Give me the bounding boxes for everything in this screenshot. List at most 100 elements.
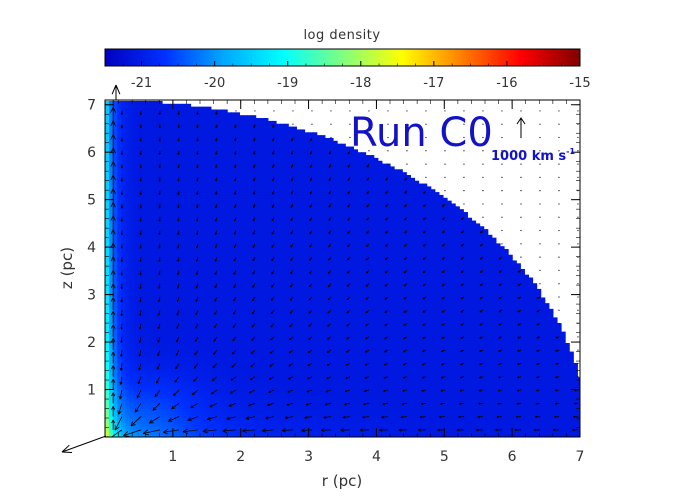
density-cell: [170, 223, 175, 227]
density-cell: [267, 174, 273, 179]
density-cell: [125, 143, 131, 148]
density-cell: [186, 391, 192, 395]
density-cell: [251, 180, 257, 185]
density-cell: [162, 317, 167, 321]
density-cell: [133, 163, 139, 168]
density-cell: [202, 380, 208, 384]
density-cell: [113, 362, 118, 367]
density-cell: [271, 334, 277, 338]
density-cell: [223, 192, 228, 196]
density-cell: [186, 297, 192, 301]
density-cell: [174, 331, 179, 336]
density-cell: [166, 294, 171, 299]
density-cell: [271, 155, 277, 159]
density-cell: [141, 314, 147, 318]
density-cell: [214, 360, 220, 364]
density-cell: [117, 226, 122, 230]
density-cell: [259, 160, 265, 165]
density-cell: [214, 152, 220, 156]
density-cell: [153, 351, 159, 356]
density-cell: [113, 271, 118, 276]
density-cell: [186, 286, 192, 290]
density-cell: [186, 123, 192, 128]
density-cell: [202, 135, 208, 139]
density-cell: [219, 422, 224, 427]
density-cell: [153, 169, 159, 173]
density-cell: [133, 408, 139, 412]
density-cell: [276, 397, 281, 401]
density-cell: [219, 251, 224, 256]
density-cell: [166, 126, 171, 131]
density-cell: [129, 371, 135, 375]
density-cell: [105, 214, 110, 219]
density-cell: [214, 388, 220, 393]
density-cell: [141, 231, 147, 236]
density-cell: [247, 149, 253, 153]
density-cell: [202, 268, 208, 273]
density-cell: [227, 362, 232, 367]
density-cell: [182, 106, 188, 111]
density-cell: [206, 362, 212, 367]
density-cell: [267, 146, 273, 150]
density-cell: [239, 374, 245, 378]
density-cell: [202, 388, 208, 393]
density-cell: [194, 305, 200, 310]
density-cell: [137, 118, 143, 122]
density-cell: [190, 157, 196, 162]
density-cell: [194, 126, 200, 131]
density-cell: [239, 155, 245, 159]
density-cell: [227, 291, 232, 296]
density-cell: [227, 411, 232, 415]
density-cell: [182, 152, 188, 156]
density-cell: [153, 106, 159, 111]
density-cell: [157, 143, 163, 148]
density-cell: [137, 368, 143, 373]
density-cell: [105, 268, 110, 273]
density-cell: [133, 177, 139, 182]
density-cell: [125, 419, 131, 424]
density-cell: [255, 174, 261, 179]
density-cell: [113, 280, 118, 284]
density-cell: [190, 431, 196, 435]
density-cell: [182, 300, 188, 304]
density-cell: [231, 397, 236, 401]
density-cell: [145, 126, 151, 131]
density-cell: [214, 286, 220, 290]
density-cell: [202, 283, 208, 287]
density-cell: [206, 331, 212, 336]
density-cell: [259, 340, 265, 344]
density-cell: [190, 331, 196, 336]
density-cell: [194, 214, 200, 219]
density-cell: [198, 112, 204, 116]
density-cell: [125, 334, 131, 338]
density-cell: [153, 340, 159, 344]
density-cell: [141, 311, 147, 316]
density-cell: [113, 391, 118, 395]
density-cell: [276, 277, 281, 281]
density-cell: [174, 254, 179, 259]
density-cell: [202, 280, 208, 284]
density-cell: [251, 308, 257, 313]
density-cell: [251, 371, 257, 375]
density-cell: [117, 183, 122, 187]
density-cell: [263, 209, 269, 213]
density-cell: [247, 172, 253, 176]
density-cell: [259, 243, 265, 247]
density-cell: [267, 365, 273, 370]
density-cell: [255, 397, 261, 401]
density-cell: [190, 240, 196, 244]
density-cell: [121, 283, 126, 287]
density-cell: [125, 243, 131, 247]
density-cell: [157, 354, 163, 358]
density-cell: [141, 408, 147, 412]
density-cell: [121, 249, 126, 253]
density-cell: [186, 294, 192, 299]
density-cell: [166, 402, 171, 407]
density-cell: [178, 135, 183, 139]
density-cell: [259, 246, 265, 250]
density-cell: [231, 419, 236, 424]
density-cell: [276, 294, 281, 299]
density-cell: [255, 180, 261, 185]
density-cell: [145, 399, 151, 404]
density-cell: [157, 135, 163, 139]
